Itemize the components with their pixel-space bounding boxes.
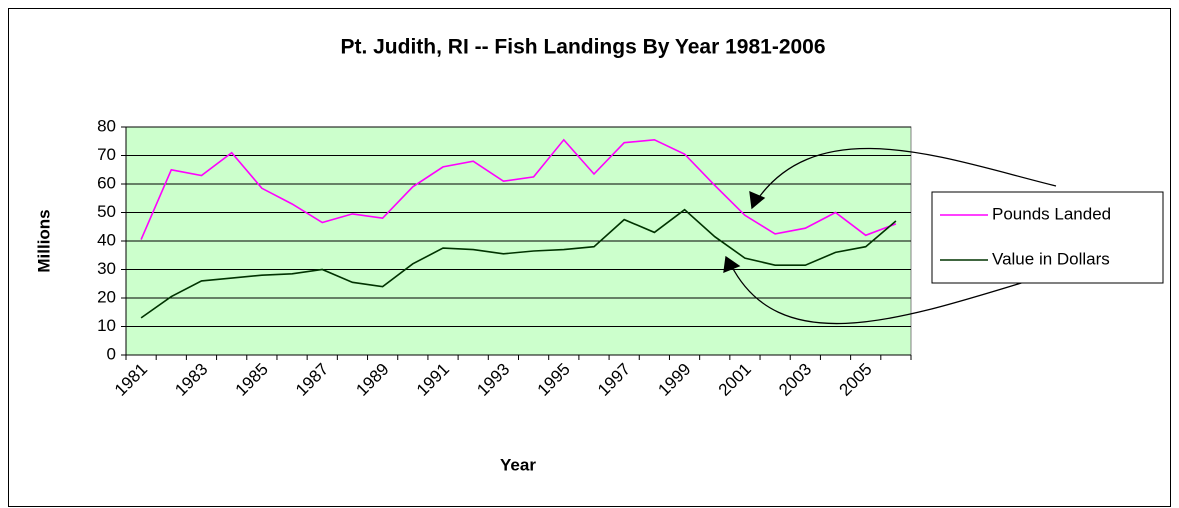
x-axis-label: Year (500, 455, 536, 474)
y-tick-label: 20 (97, 287, 116, 306)
y-tick-label: 50 (97, 202, 116, 221)
series-line (140, 138, 897, 240)
series-line (140, 208, 897, 319)
chart-title: Pt. Judith, RI -- Fish Landings By Year … (340, 36, 825, 59)
y-tick-label: 30 (97, 259, 116, 278)
arrow (756, 147, 1057, 201)
y-tick-label: 40 (97, 230, 116, 249)
y-tick-label: 0 (107, 344, 116, 363)
legend-box (931, 191, 1164, 284)
y-tick-label: 10 (97, 316, 116, 335)
y-tick-label: 70 (97, 145, 116, 164)
arrowhead (723, 255, 741, 274)
y-tick-label: 60 (97, 173, 116, 192)
arrow (730, 264, 1032, 325)
legend-label: Pounds Landed (992, 204, 1111, 223)
y-tick-label: 80 (97, 116, 116, 135)
legend-label: Value in Dollars (992, 249, 1110, 268)
arrowhead (749, 190, 766, 210)
annotation-arrows (723, 147, 1057, 325)
y-axis-label: Millions (34, 209, 53, 272)
